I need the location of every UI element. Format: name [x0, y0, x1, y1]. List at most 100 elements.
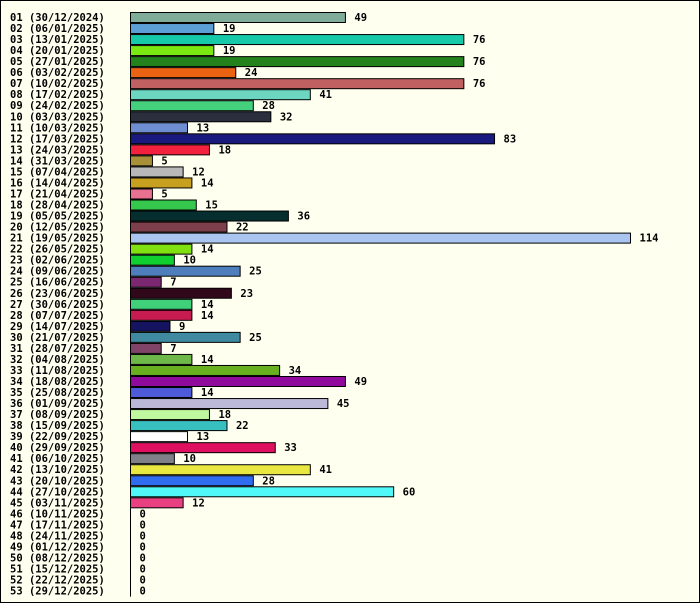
bar [130, 100, 254, 112]
bar [130, 331, 241, 343]
bar [130, 166, 184, 178]
bar [130, 199, 197, 211]
category-label: 11 (10/03/2025) [10, 122, 105, 134]
bar [130, 287, 232, 299]
category-label: 40 (29/09/2025) [10, 442, 105, 454]
bar [130, 486, 395, 498]
value-label: 14 [201, 310, 214, 322]
value-label: 41 [319, 464, 332, 476]
value-label: 14 [201, 387, 214, 399]
value-label: 10 [183, 453, 196, 465]
category-label: 19 (05/05/2025) [10, 211, 105, 223]
category-label: 01 (30/12/2024) [10, 12, 105, 24]
category-label: 51 (15/12/2025) [10, 564, 105, 576]
category-label: 26 (23/06/2025) [10, 288, 105, 300]
value-label: 14 [201, 244, 214, 256]
value-label: 5 [161, 188, 167, 200]
value-label: 13 [197, 431, 210, 443]
value-label: 24 [245, 67, 258, 79]
bar [130, 177, 193, 189]
bar [130, 56, 465, 68]
bar [130, 111, 272, 123]
category-label: 32 (04/08/2025) [10, 354, 105, 366]
value-label: 0 [140, 508, 146, 520]
category-label: 21 (19/05/2025) [10, 233, 105, 245]
category-label: 50 (08/12/2025) [10, 552, 105, 564]
bar [130, 398, 329, 410]
category-label: 10 (03/03/2025) [10, 111, 105, 123]
bar [130, 155, 153, 167]
bar [130, 453, 175, 465]
value-label: 114 [640, 233, 659, 245]
value-label: 32 [280, 111, 293, 123]
value-label: 12 [192, 497, 205, 509]
value-label: 23 [240, 288, 253, 300]
category-label: 30 (21/07/2025) [10, 332, 105, 344]
bar [130, 309, 193, 321]
value-label: 7 [170, 277, 176, 289]
value-label: 34 [289, 365, 302, 377]
value-label: 41 [319, 89, 332, 101]
category-label: 18 (28/04/2025) [10, 200, 105, 212]
bar [130, 320, 171, 332]
value-label: 76 [473, 78, 486, 90]
value-label: 0 [140, 519, 146, 531]
value-label: 19 [223, 45, 236, 57]
category-label: 20 (12/05/2025) [10, 222, 105, 234]
value-label: 45 [337, 398, 350, 410]
value-label: 7 [170, 343, 176, 355]
value-label: 0 [140, 586, 146, 598]
value-label: 0 [140, 575, 146, 587]
value-label: 76 [473, 34, 486, 46]
bar [130, 464, 311, 476]
bar [130, 34, 465, 46]
value-label: 18 [218, 409, 231, 421]
bar [130, 67, 237, 79]
value-label: 18 [218, 144, 231, 156]
bar [130, 122, 189, 134]
bar [130, 442, 276, 454]
bar [130, 497, 184, 509]
value-label: 5 [161, 155, 167, 167]
category-label: 03 (13/01/2025) [10, 34, 105, 46]
category-label: 14 (31/03/2025) [10, 155, 105, 167]
value-label: 19 [223, 23, 236, 35]
bar [130, 144, 210, 156]
value-label: 0 [140, 564, 146, 576]
category-label: 23 (02/06/2025) [10, 255, 105, 267]
value-label: 15 [205, 200, 218, 212]
value-label: 0 [140, 541, 146, 553]
bar [130, 342, 162, 354]
category-label: 29 (14/07/2025) [10, 321, 105, 333]
bar [130, 387, 193, 399]
bar [130, 431, 189, 443]
value-label: 49 [354, 12, 367, 24]
value-label: 14 [201, 299, 214, 311]
category-label: 47 (17/11/2025) [10, 519, 105, 531]
bar [130, 353, 193, 365]
value-label: 22 [236, 222, 249, 234]
category-label: 52 (22/12/2025) [10, 575, 105, 587]
category-label: 22 (26/05/2025) [10, 244, 105, 256]
category-label: 17 (21/04/2025) [10, 188, 105, 200]
category-label: 05 (27/01/2025) [10, 56, 105, 68]
bar [130, 221, 228, 233]
value-label: 22 [236, 420, 249, 432]
value-label: 36 [297, 211, 310, 223]
value-label: 14 [201, 177, 214, 189]
category-label: 24 (09/06/2025) [10, 266, 105, 278]
bar [130, 276, 162, 288]
category-label: 41 (06/10/2025) [10, 453, 105, 465]
category-label: 34 (18/08/2025) [10, 376, 105, 388]
value-label: 9 [179, 321, 185, 333]
bar [130, 254, 175, 266]
bar [130, 133, 496, 145]
bar [130, 409, 210, 421]
category-label: 12 (17/03/2025) [10, 133, 105, 145]
value-label: 83 [504, 133, 517, 145]
value-label: 25 [249, 332, 262, 344]
category-label: 42 (13/10/2025) [10, 464, 105, 476]
category-label: 48 (24/11/2025) [10, 530, 105, 542]
category-label: 39 (22/09/2025) [10, 431, 105, 443]
category-label: 25 (16/06/2025) [10, 277, 105, 289]
